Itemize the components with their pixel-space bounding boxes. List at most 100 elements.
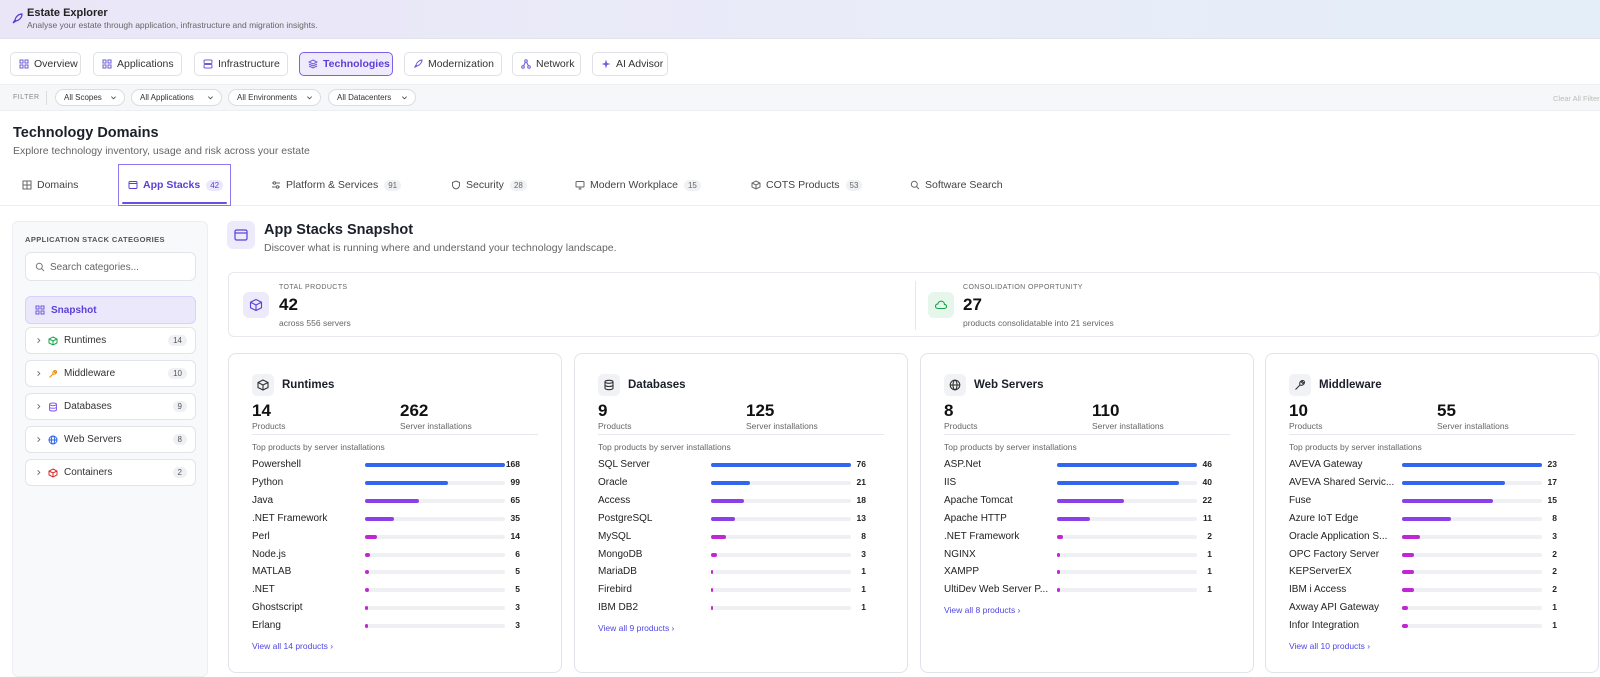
- filter-value: All Applications: [140, 93, 194, 102]
- product-value: 46: [1202, 459, 1212, 469]
- product-value: 1: [1207, 566, 1212, 577]
- tab-label: Platform & Services: [286, 179, 379, 191]
- product-row: Access 18: [598, 494, 874, 508]
- product-row: IBM DB2 1: [598, 601, 874, 615]
- product-value: 65: [510, 494, 520, 505]
- product-value: 5: [515, 584, 520, 595]
- filter-scopes[interactable]: All Scopes: [55, 89, 125, 106]
- tab-ai-advisor[interactable]: AI Advisor: [592, 52, 668, 76]
- tab-network[interactable]: Network: [512, 52, 581, 76]
- tab-infrastructure[interactable]: Infrastructure: [194, 52, 288, 76]
- product-row: Node.js 6: [252, 548, 528, 562]
- product-bar: [1402, 480, 1506, 485]
- tab-technologies[interactable]: Technologies: [299, 52, 393, 76]
- product-bar: [1057, 480, 1179, 485]
- product-bar-track: [711, 480, 851, 485]
- rocket-icon: [12, 13, 23, 24]
- filter-datacenters[interactable]: All Datacenters: [328, 89, 416, 106]
- card-installs-label: Server installations: [1092, 421, 1164, 431]
- product-bar: [711, 480, 750, 485]
- product-row: .NET Framework 2: [944, 530, 1220, 544]
- product-row: OPC Factory Server 2: [1289, 548, 1565, 562]
- sidebar-count-badge: 2: [172, 467, 187, 478]
- tab-domains[interactable]: Domains: [22, 164, 78, 206]
- card-products-count: 9: [598, 401, 608, 420]
- rocket-icon: [414, 59, 423, 68]
- product-row: PostgreSQL 13: [598, 512, 874, 526]
- product-value: 3: [515, 602, 520, 613]
- product-name: NGINX: [944, 548, 976, 560]
- tab-modern-workplace[interactable]: Modern Workplace 15: [575, 164, 701, 206]
- product-row: .NET 5: [252, 583, 528, 597]
- tab-software-search[interactable]: Software Search: [910, 164, 1003, 206]
- product-name: Oracle Application S...: [1289, 530, 1388, 542]
- apps-icon: [102, 59, 112, 69]
- product-bar-track: [711, 463, 851, 467]
- chevron-down-icon: [402, 96, 407, 100]
- sidebar-item-web-servers[interactable]: Web Servers 8: [25, 426, 196, 453]
- sidebar-item-runtimes[interactable]: Runtimes 14: [25, 327, 196, 354]
- view-all-link[interactable]: View all 8 products ›: [944, 605, 1021, 616]
- product-row: Powershell 168: [252, 458, 528, 472]
- clear-filters-button[interactable]: Clear All Filters: [1553, 94, 1600, 103]
- filter-environments[interactable]: All Environments: [228, 89, 321, 106]
- sidebar-item-containers[interactable]: Containers 2: [25, 459, 196, 486]
- sliders-icon: [272, 181, 280, 189]
- category-card-middleware: Middleware 10 Products 55 Server installatio…: [1265, 353, 1599, 673]
- filter-applications[interactable]: All Applications: [131, 89, 222, 106]
- product-value: 2: [1552, 584, 1557, 595]
- chevron-down-icon: [208, 96, 213, 100]
- tab-modernization[interactable]: Modernization: [404, 52, 502, 76]
- page-subtitle: Explore technology inventory, usage and …: [13, 145, 310, 157]
- product-bar: [1402, 624, 1409, 629]
- tab-platform-services[interactable]: Platform & Services 91: [271, 164, 402, 206]
- page-title: Technology Domains: [13, 125, 159, 141]
- card-installs-count: 110: [1092, 401, 1120, 420]
- product-bar: [1057, 498, 1124, 503]
- product-value: 13: [856, 512, 866, 523]
- chevron-right-icon: [37, 437, 41, 442]
- product-value: 2: [1552, 566, 1557, 577]
- cube-icon: [48, 335, 58, 346]
- product-value: 11: [1203, 512, 1212, 523]
- tab-overview[interactable]: Overview: [10, 52, 81, 76]
- tab-security[interactable]: Security 28: [451, 164, 527, 206]
- product-bar: [365, 480, 448, 485]
- product-value: 2: [1552, 548, 1557, 559]
- category-search: [25, 252, 196, 281]
- tab-cots-products[interactable]: COTS Products 53: [751, 164, 863, 206]
- product-bar-track: [365, 588, 505, 593]
- cube-icon: [252, 374, 274, 396]
- tab-applications[interactable]: Applications: [93, 52, 182, 76]
- product-bar-track: [711, 534, 851, 539]
- sidebar-item-middleware[interactable]: Middleware 10: [25, 360, 196, 387]
- category-search-input[interactable]: [50, 259, 190, 275]
- chevron-right-icon: [37, 470, 41, 475]
- sidebar-item-databases[interactable]: Databases 9: [25, 393, 196, 420]
- sidebar-item-snapshot[interactable]: Snapshot: [25, 296, 196, 324]
- filter-value: All Datacenters: [337, 93, 392, 102]
- product-bar: [365, 552, 370, 557]
- chevron-down-icon: [307, 96, 312, 100]
- product-value: 8: [1552, 512, 1557, 523]
- product-name: Perl: [252, 530, 270, 542]
- tab-app-stacks[interactable]: App Stacks 42: [118, 164, 231, 206]
- kpi-label: CONSOLIDATION OPPORTUNITY: [963, 284, 1083, 291]
- product-row: Perl 14: [252, 530, 528, 544]
- view-all-link[interactable]: View all 14 products ›: [252, 641, 334, 651]
- product-row: Oracle 21: [598, 476, 874, 490]
- product-row: XAMPP 1: [944, 565, 1220, 579]
- filter-divider: [46, 91, 47, 105]
- product-bar: [1057, 570, 1061, 575]
- product-name: Apache HTTP: [944, 512, 1007, 524]
- product-bar: [1402, 534, 1421, 539]
- view-all-link[interactable]: View all 9 products ›: [598, 623, 675, 634]
- view-all-link[interactable]: View all 10 products ›: [1289, 641, 1371, 651]
- product-bar-track: [711, 570, 851, 575]
- card-products-count: 14: [252, 401, 271, 420]
- product-bar-track: [365, 534, 505, 539]
- card-installs-count: 55: [1437, 401, 1456, 420]
- sidebar-count-badge: 9: [172, 401, 187, 412]
- product-bar-track: [365, 516, 505, 521]
- grid-icon: [35, 305, 45, 315]
